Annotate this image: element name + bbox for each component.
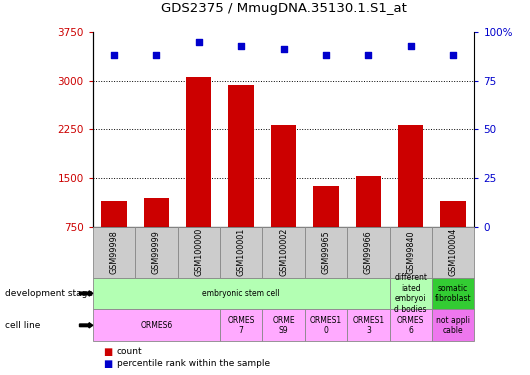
Text: ORMES
6: ORMES 6 [397, 316, 425, 335]
Point [407, 42, 415, 48]
Text: GSM100002: GSM100002 [279, 228, 288, 276]
Point [279, 46, 288, 53]
Text: GSM99965: GSM99965 [322, 230, 330, 274]
Text: ORMES1
3: ORMES1 3 [352, 316, 384, 335]
Text: GSM100001: GSM100001 [237, 228, 245, 276]
Text: ORMES
7: ORMES 7 [227, 316, 255, 335]
Bar [101, 201, 127, 227]
Bar [356, 176, 381, 227]
Text: percentile rank within the sample: percentile rank within the sample [117, 359, 270, 368]
Text: GSM99840: GSM99840 [407, 230, 415, 274]
Bar [144, 198, 169, 227]
Text: not appli
cable: not appli cable [436, 316, 470, 335]
Bar [228, 84, 254, 227]
Point [449, 52, 457, 58]
Text: GDS2375 / MmugDNA.35130.1.S1_at: GDS2375 / MmugDNA.35130.1.S1_at [161, 2, 407, 15]
Point [237, 42, 245, 48]
Bar [398, 125, 423, 227]
Point [364, 52, 373, 58]
Bar [313, 186, 339, 227]
Bar [271, 125, 296, 227]
Text: different
iated
embryoi
d bodies: different iated embryoi d bodies [394, 273, 427, 314]
Text: development stage: development stage [5, 289, 93, 298]
Text: embryonic stem cell: embryonic stem cell [202, 289, 280, 298]
Text: somatic
fibroblast: somatic fibroblast [435, 284, 472, 303]
Bar [440, 201, 466, 227]
Text: ORMES1
0: ORMES1 0 [310, 316, 342, 335]
Text: ORME
S9: ORME S9 [272, 316, 295, 335]
Text: GSM99966: GSM99966 [364, 230, 373, 274]
Text: ■: ■ [103, 347, 112, 357]
Text: GSM100000: GSM100000 [195, 228, 203, 276]
Text: ■: ■ [103, 359, 112, 369]
Text: GSM100004: GSM100004 [449, 228, 457, 276]
Point [322, 52, 330, 58]
Text: count: count [117, 347, 142, 356]
Point [110, 52, 118, 58]
Point [152, 52, 161, 58]
Bar [186, 77, 211, 227]
Text: ORMES6: ORMES6 [140, 321, 172, 330]
Text: GSM99998: GSM99998 [110, 230, 118, 274]
Text: GSM99999: GSM99999 [152, 230, 161, 274]
Point [195, 39, 203, 45]
Text: cell line: cell line [5, 321, 41, 330]
